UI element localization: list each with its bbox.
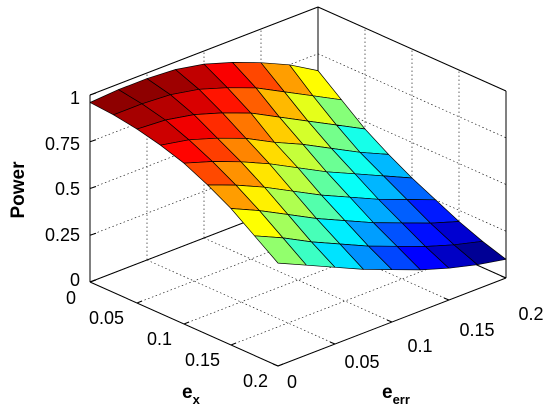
grid-line	[230, 256, 460, 346]
surface	[89, 62, 507, 271]
x-tick-label: 0.1	[147, 329, 172, 349]
y-tick-label: 0.15	[459, 320, 494, 340]
z-tick-label: 1	[70, 88, 80, 108]
x-axis-label-main: e	[182, 382, 193, 403]
y-tick-label: 0.05	[344, 352, 379, 372]
z-tick-labels: 0 0.25 0.5 0.75 1	[45, 88, 80, 290]
y-tick-label: 0.1	[407, 336, 432, 356]
y-axis-label-sub: err	[393, 392, 410, 407]
z-tick-label: 0.5	[55, 179, 80, 199]
box-edge	[317, 6, 507, 92]
surface-patch	[453, 240, 507, 266]
x-tick-label: 0.05	[89, 308, 124, 328]
z-tick-label: 0.75	[45, 134, 80, 154]
grid-line	[136, 214, 366, 304]
y-tick-label: 0	[287, 372, 297, 392]
x-axis-label-sub: x	[193, 392, 201, 407]
y-axis-label: eerr	[382, 382, 410, 407]
z-axis-label: Power	[8, 161, 29, 219]
z-tick-label: 0.25	[45, 225, 80, 245]
y-tick-labels: 0 0.05 0.1 0.15 0.2	[287, 304, 544, 392]
z-tick-label: 0	[70, 270, 80, 290]
y-tick-label: 0.2	[518, 304, 543, 324]
grid-line	[89, 146, 319, 236]
x-axis-label: ex	[182, 382, 201, 407]
x-tick-label: 0	[66, 288, 76, 308]
x-tick-labels: 0 0.05 0.1 0.15 0.2	[66, 288, 268, 391]
x-tick-label: 0.2	[243, 371, 268, 391]
x-tick-label: 0.15	[185, 350, 220, 370]
y-axis-label-main: e	[382, 382, 393, 403]
grid-line	[89, 53, 319, 143]
grid-line	[89, 100, 319, 189]
grid-line	[89, 193, 319, 283]
grid-line	[277, 277, 507, 367]
grid-line	[183, 235, 413, 325]
grid-line	[89, 6, 319, 96]
